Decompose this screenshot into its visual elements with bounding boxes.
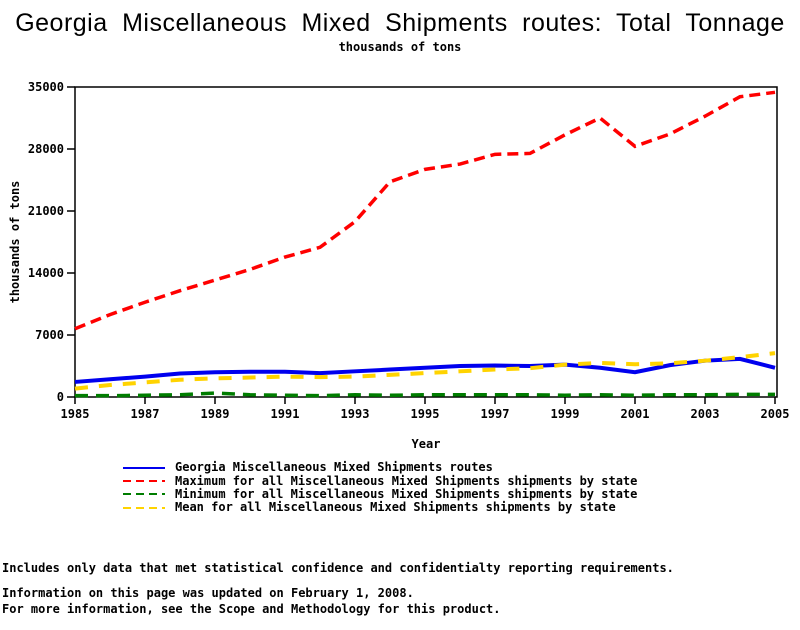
plot-frame <box>74 86 778 398</box>
series-line-1 <box>74 90 776 331</box>
legend-sample-solid-line <box>123 466 165 469</box>
legend-item-georgia: Georgia Miscellaneous Mixed Shipments ro… <box>122 461 637 474</box>
legend-item-minimum: Minimum for all Miscellaneous Mixed Ship… <box>122 486 638 501</box>
x-tick-label: 1993 <box>341 407 370 421</box>
y-tick-label: 21000 <box>28 204 64 218</box>
legend: Georgia Miscellaneous Mixed Shipments ro… <box>122 461 637 515</box>
footnote-block: Includes only data that met statistical … <box>2 535 674 630</box>
x-tick-label: 2003 <box>691 407 720 421</box>
y-tick-label: 14000 <box>28 266 64 280</box>
y-axis-title: thousands of tons <box>8 181 22 304</box>
x-tick-label: 1989 <box>201 407 230 421</box>
series-line-3 <box>74 351 776 391</box>
x-tick-label: 1997 <box>481 407 510 421</box>
chart-page: { "chart_data": { "type": "line", "title… <box>2 9 790 616</box>
x-tick-label: 1987 <box>131 407 160 421</box>
footnote-line: For more information, see the Scope and … <box>2 601 501 616</box>
legend-label: Mean for all Miscellaneous Mixed Shipmen… <box>175 500 616 515</box>
x-tick-label: 1985 <box>61 407 90 421</box>
y-tick-label: 35000 <box>28 80 64 94</box>
chart-subtitle: thousands of tons <box>339 40 462 54</box>
legend-sample-dashed-line <box>123 480 165 483</box>
legend-item-maximum: Maximum for all Miscellaneous Mixed Ship… <box>122 474 637 487</box>
x-tick-label: 2001 <box>621 407 650 421</box>
updated-date-line: Information on this page was updated on … <box>2 586 414 600</box>
series-line-0 <box>74 356 776 384</box>
axes-layer: 0 7000 14000 21000 28000 35000 1985 1987 1989 199… <box>28 80 790 421</box>
legend-label: Maximum for all Miscellaneous Mixed Ship… <box>175 473 638 488</box>
legend-sample-dashed-line <box>123 493 165 496</box>
x-tick-label: 1995 <box>411 407 440 421</box>
x-tick-label: 1991 <box>271 407 300 421</box>
legend-item-mean: Mean for all Miscellaneous Mixed Shipmen… <box>122 501 637 514</box>
y-tick-label: 28000 <box>28 142 64 156</box>
y-tick-label: 7000 <box>35 328 64 342</box>
chart-title: Georgia Miscellaneous Mixed Shipments ro… <box>15 9 785 37</box>
series-layer <box>74 90 776 398</box>
tonnage-line-chart: Georgia Miscellaneous Mixed Shipments ro… <box>8 9 790 451</box>
y-tick-label: 0 <box>57 390 64 404</box>
x-tick-label: 2005 <box>761 407 790 421</box>
footnote-line: Includes only data that met statistical … <box>2 561 674 575</box>
legend-label: Minimum for all Miscellaneous Mixed Ship… <box>175 486 638 501</box>
series-line-2 <box>75 391 775 398</box>
x-axis-title: Year <box>412 437 441 451</box>
legend-sample-dashed-line <box>123 506 165 509</box>
legend-label: Georgia Miscellaneous Mixed Shipments ro… <box>175 460 493 475</box>
x-tick-label: 1999 <box>551 407 580 421</box>
